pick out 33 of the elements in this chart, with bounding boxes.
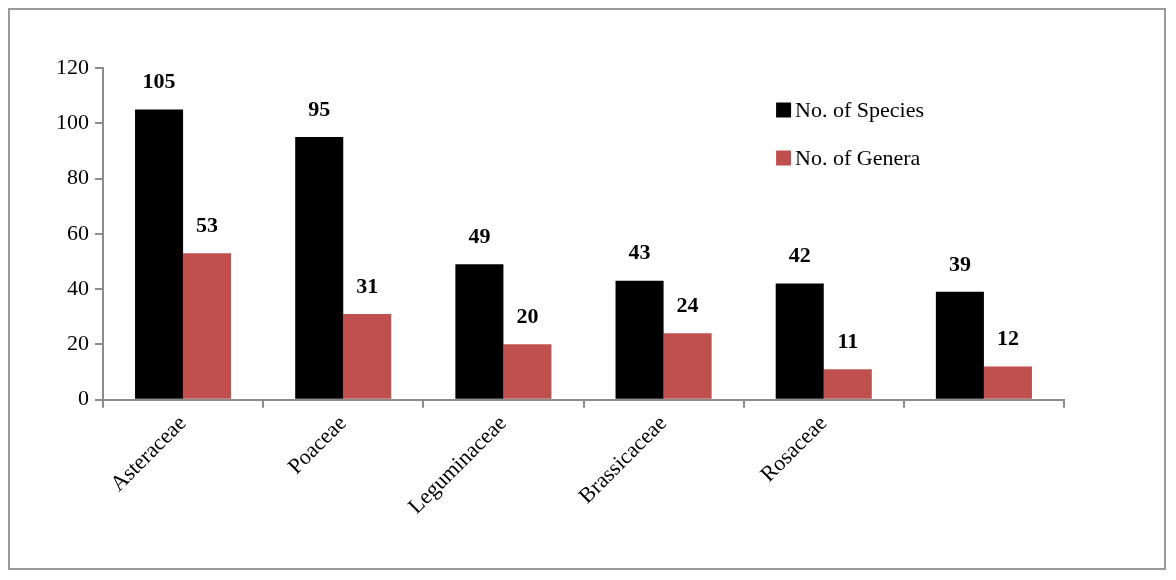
data-label: 12	[996, 325, 1019, 351]
data-label: 42	[788, 242, 811, 268]
bar	[503, 344, 552, 399]
data-label: 43	[628, 239, 651, 265]
data-label: 24	[676, 292, 699, 317]
y-tick-label: 40	[67, 274, 89, 300]
data-label: 39	[948, 250, 971, 276]
bar	[183, 253, 232, 399]
data-label: 53	[196, 211, 219, 237]
y-tick-label: 60	[67, 219, 89, 245]
legend-label: No. of Genera	[795, 144, 921, 170]
data-label: 95	[308, 95, 331, 121]
bar	[455, 264, 504, 399]
y-tick-label: 80	[67, 164, 89, 190]
bar	[775, 283, 824, 399]
bar	[663, 333, 712, 399]
legend-label: No. of Species	[795, 96, 924, 122]
y-tick-label: 100	[56, 109, 89, 135]
bar	[135, 109, 184, 399]
data-label: 20	[516, 303, 539, 329]
data-label: 105	[142, 68, 176, 94]
data-label: 11	[837, 327, 859, 353]
data-label: 49	[468, 222, 491, 248]
bar	[935, 291, 984, 399]
bar	[295, 137, 344, 399]
bar	[823, 369, 872, 399]
y-tick-label: 120	[56, 53, 89, 79]
y-tick-label: 0	[78, 385, 89, 411]
bar	[343, 313, 392, 399]
bar	[615, 280, 664, 399]
bar	[983, 366, 1032, 399]
y-tick-label: 20	[67, 330, 89, 356]
data-label: 31	[356, 272, 379, 298]
